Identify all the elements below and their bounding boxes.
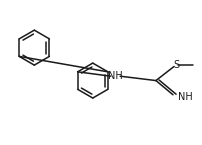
Text: NH: NH (177, 92, 191, 102)
Text: NH: NH (107, 71, 122, 81)
Text: S: S (172, 60, 178, 70)
